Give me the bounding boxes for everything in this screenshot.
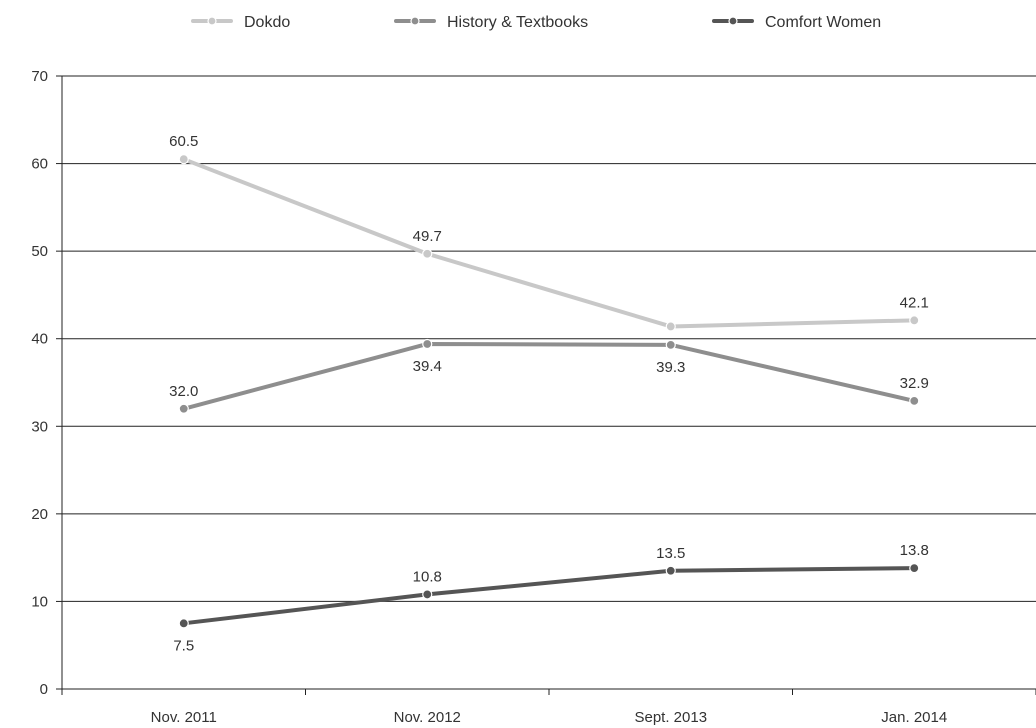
data-label-comfort-women-jan-2014: 13.8 (900, 542, 929, 559)
gridlines (62, 75, 1036, 602)
series-line-history-textbooks (181, 341, 917, 411)
y-tick-label-10: 10 (31, 593, 48, 610)
legend-item-history-textbooks: History & Textbooks (394, 14, 588, 31)
y-tick-label-20: 20 (31, 506, 48, 523)
data-label-comfort-women-nov-2012: 10.8 (413, 568, 442, 585)
x-tick-label-jan-2014: Jan. 2014 (881, 709, 947, 726)
y-tick-label-60: 60 (31, 156, 48, 173)
data-point-history-textbooks-nov-2012 (422, 338, 433, 350)
x-tick-label-sept-2013: Sept. 2013 (634, 709, 707, 726)
series-lines (178, 154, 920, 629)
data-point-comfort-women-jan-2014 (909, 563, 920, 574)
legend-label-dokdo: Dokdo (244, 14, 290, 31)
y-tick-label-50: 50 (31, 243, 48, 260)
legend-swatch-marker-history-textbooks (410, 16, 420, 26)
data-labels: 60.5 49.7 42.1 32.0 39.4 39.3 32.9 7.5 10.8 13.5 1… (169, 133, 929, 654)
data-label-history-textbooks-nov-2011: 32.0 (169, 383, 198, 400)
axes: 0 10 20 30 40 50 60 70 Nov. 2011 Nov. 2012 Sept. 2… (31, 68, 1036, 726)
data-label-history-textbooks-jan-2014: 32.9 (900, 375, 929, 392)
legend-swatch-marker-comfort-women (728, 16, 738, 26)
data-label-dokdo-nov-2012: 49.7 (413, 228, 442, 245)
legend-label-history-textbooks: History & Textbooks (447, 14, 588, 31)
data-label-history-textbooks-nov-2012: 39.4 (413, 358, 442, 375)
data-point-comfort-women-sept-2013 (665, 565, 676, 576)
data-label-dokdo-jan-2014: 42.1 (900, 294, 929, 311)
x-tick-label-nov-2012: Nov. 2012 (394, 709, 461, 726)
data-point-history-textbooks-nov-2011 (178, 403, 189, 414)
x-tick-label-nov-2011: Nov. 2011 (151, 709, 217, 726)
y-tick-label-30: 30 (31, 418, 48, 435)
data-label-history-textbooks-sept-2013: 39.3 (656, 359, 685, 376)
data-label-comfort-women-nov-2011: 7.5 (173, 637, 194, 654)
data-label-dokdo-nov-2011: 60.5 (169, 133, 198, 150)
y-tick-label-40: 40 (31, 331, 48, 348)
data-point-history-textbooks-jan-2014 (909, 395, 920, 406)
data-label-comfort-women-sept-2013: 13.5 (656, 545, 685, 562)
data-point-dokdo-sept-2013 (665, 321, 676, 332)
y-tick-label-0: 0 (40, 681, 48, 698)
series-line-comfort-women (181, 566, 917, 626)
legend-label-comfort-women: Comfort Women (765, 14, 881, 31)
legend-swatch-marker-dokdo (207, 16, 217, 26)
data-point-comfort-women-nov-2011 (178, 618, 189, 629)
series-line-dokdo (181, 157, 917, 329)
data-point-dokdo-nov-2012 (422, 248, 433, 259)
data-point-comfort-women-nov-2012 (422, 589, 433, 600)
legend-item-dokdo: Dokdo (191, 14, 290, 31)
data-point-dokdo-jan-2014 (909, 315, 920, 326)
data-point-dokdo-nov-2011 (178, 154, 189, 165)
y-tick-label-70: 70 (31, 68, 48, 85)
data-point-history-textbooks-sept-2013 (665, 339, 676, 350)
legend: Dokdo History & Textbooks Comfort Women (191, 14, 881, 31)
legend-item-comfort-women: Comfort Women (712, 14, 881, 31)
